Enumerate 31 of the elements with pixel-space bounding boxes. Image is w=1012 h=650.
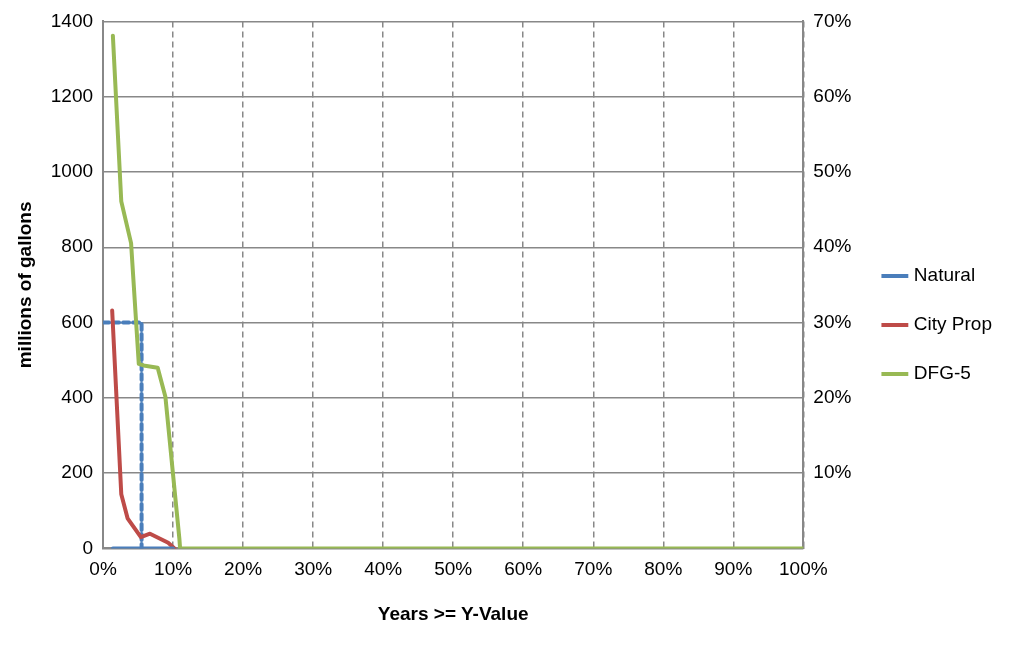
x-tick-label: 30%: [294, 558, 333, 580]
legend-label: City Prop: [913, 313, 993, 335]
y-tick-label: 1000: [50, 160, 94, 182]
x-tick-label: 60%: [504, 558, 543, 580]
y-tick-label: 400: [61, 386, 94, 408]
x-tick-label: 90%: [714, 558, 753, 580]
x-tick-label: 10%: [154, 558, 193, 580]
y2-tick-label: 70%: [813, 9, 852, 31]
x-tick-label: 20%: [224, 558, 263, 580]
y2-tick-label: 30%: [813, 310, 852, 332]
y-tick-label: 1400: [50, 9, 94, 31]
y-tick-label: 800: [61, 235, 94, 257]
y2-tick-label: 60%: [813, 84, 852, 106]
x-tick-label: 40%: [364, 558, 403, 580]
x-tick-label: 100%: [779, 558, 828, 580]
x-tick-label: 50%: [434, 558, 473, 580]
x-axis-title: Years >= Y-Value: [377, 602, 529, 624]
legend-label: DFG-5: [913, 362, 971, 384]
legend-label: Natural: [913, 264, 976, 286]
y2-tick-label: 10%: [813, 461, 852, 483]
y-tick-label: 1200: [50, 84, 94, 106]
x-tick-label: 0%: [89, 558, 117, 580]
y-tick-label: 600: [61, 310, 94, 332]
y2-tick-label: 20%: [813, 386, 852, 408]
x-tick-label: 80%: [644, 558, 683, 580]
y2-tick-label: 40%: [813, 235, 852, 257]
y-tick-label: 0: [82, 536, 94, 558]
y-tick-label: 200: [61, 461, 94, 483]
y-axis-title: millions of gallons: [13, 201, 35, 369]
x-tick-label: 70%: [574, 558, 613, 580]
y2-tick-label: 50%: [813, 160, 852, 182]
